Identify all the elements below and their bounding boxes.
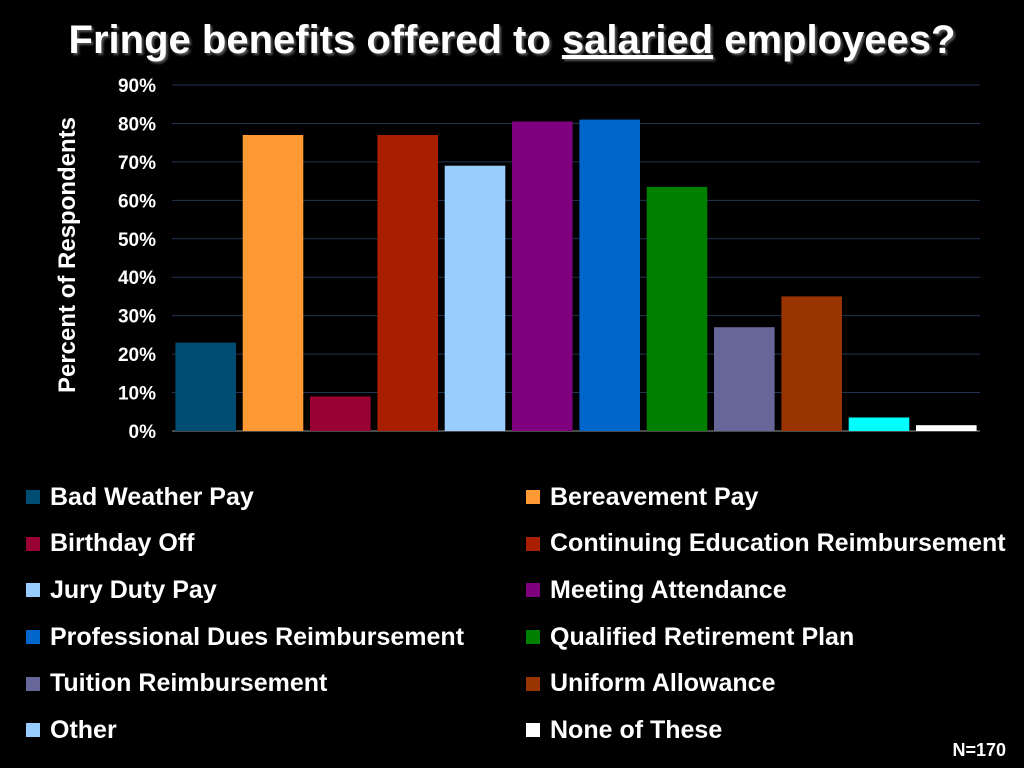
bar-bereavement-pay [242, 135, 304, 431]
bar-bad-weather-pay [175, 342, 236, 431]
legend-swatch [526, 583, 540, 598]
y-tick-label: 80% [118, 114, 156, 135]
legend-swatch [26, 630, 40, 645]
legend-item: Other [26, 707, 526, 754]
y-tick-label: 50% [118, 230, 156, 251]
sample-size-note: N=170 [952, 740, 1006, 760]
legend-swatch [26, 490, 40, 505]
legend-item: Professional Dues Reimbursement [26, 614, 526, 661]
legend-item: None of These [526, 707, 1024, 754]
title-text-emphasis: salaried [561, 18, 714, 62]
legend-label: None of These [550, 715, 723, 744]
legend-label: Tuition Reimbursement [50, 669, 328, 698]
bar-birthday-off [310, 396, 371, 431]
legend-label: Professional Dues Reimbursement [50, 622, 465, 651]
legend-label: Meeting Attendance [550, 575, 787, 604]
legend-label: Other [50, 715, 117, 744]
legend-label: Birthday Off [50, 529, 195, 558]
legend-label: Qualified Retirement Plan [550, 622, 855, 651]
y-tick-label: 20% [118, 345, 156, 366]
y-axis-ticks: 0% 10% 20% 30% 40% 50% 60% 70% 80% 90% [118, 76, 156, 443]
legend-item: Birthday Off [26, 521, 526, 568]
legend-label: Continuing Education Reimbursement [550, 529, 1006, 558]
legend-item: Meeting Attendance [526, 567, 1024, 614]
y-tick-label: 10% [118, 384, 156, 405]
y-tick-label: 90% [118, 76, 156, 97]
y-tick-label: 70% [118, 153, 156, 174]
chart-title: Fringe benefits offered to salaried empl… [0, 18, 1024, 63]
legend-swatch [26, 583, 40, 598]
legend-swatch [526, 630, 540, 645]
legend-item: Continuing Education Reimbursement [526, 521, 1024, 568]
bar-none-of-these [916, 425, 977, 431]
legend-swatch [526, 676, 540, 691]
legend-label: Uniform Allowance [550, 669, 776, 698]
legend-swatch [26, 723, 40, 738]
legend-swatch [26, 536, 40, 551]
legend-swatch [526, 723, 540, 738]
bar-jury-duty-pay [444, 165, 506, 431]
y-tick-label: 0% [129, 422, 157, 443]
legend-item: Jury Duty Pay [26, 567, 526, 614]
bar-continuing-education-reimbursement [377, 135, 438, 431]
y-tick-label: 60% [118, 191, 156, 212]
y-tick-label: 30% [118, 307, 156, 328]
legend-item: Uniform Allowance [526, 660, 1024, 707]
bar-uniform-allowance [781, 296, 842, 431]
chart-legend: Bad Weather Pay Bereavement Pay Birthday O… [26, 474, 1024, 754]
legend-label: Bereavement Pay [550, 482, 759, 511]
bar-chart: 0% 10% 20% 30% 40% 50% 60% 70% 80% 90% Percent of… [54, 76, 980, 443]
gridlines [172, 84, 980, 432]
bars [175, 119, 977, 431]
bar-meeting-attendance [512, 121, 573, 431]
legend-swatch [526, 490, 540, 505]
bar-other [848, 417, 910, 431]
legend-label: Jury Duty Pay [50, 575, 217, 604]
bar-tuition-reimbursement [714, 327, 775, 431]
bar-qualified-retirement-plan [646, 186, 708, 431]
legend-item: Tuition Reimbursement [26, 660, 526, 707]
y-tick-label: 40% [118, 268, 156, 289]
legend-item: Bereavement Pay [526, 474, 1024, 521]
legend-label: Bad Weather Pay [50, 482, 254, 511]
bar-professional-dues-reimbursement [579, 119, 640, 431]
title-text-before: Fringe benefits offered to [68, 18, 562, 62]
legend-swatch [26, 676, 40, 691]
title-text-after: employees? [713, 18, 956, 62]
legend-item: Qualified Retirement Plan [526, 614, 1024, 661]
y-axis-label: Percent of Respondents [54, 117, 81, 393]
legend-swatch [526, 536, 540, 551]
legend-item: Bad Weather Pay [26, 474, 526, 521]
